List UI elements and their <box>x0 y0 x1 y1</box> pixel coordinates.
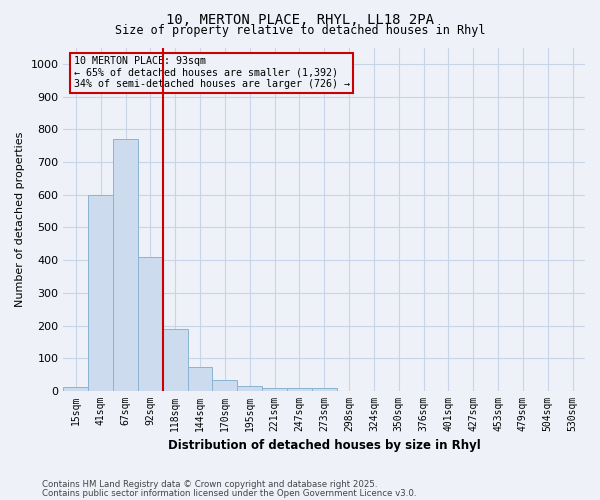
Bar <box>88 194 113 391</box>
X-axis label: Distribution of detached houses by size in Rhyl: Distribution of detached houses by size … <box>168 440 481 452</box>
Text: Contains HM Land Registry data © Crown copyright and database right 2025.: Contains HM Land Registry data © Crown c… <box>42 480 377 489</box>
Text: 10, MERTON PLACE, RHYL, LL18 2PA: 10, MERTON PLACE, RHYL, LL18 2PA <box>166 12 434 26</box>
Text: Contains public sector information licensed under the Open Government Licence v3: Contains public sector information licen… <box>42 489 416 498</box>
Y-axis label: Number of detached properties: Number of detached properties <box>15 132 25 307</box>
Bar <box>212 380 237 391</box>
Bar <box>237 386 262 391</box>
Bar <box>287 388 312 391</box>
Bar <box>262 388 287 391</box>
Text: 10 MERTON PLACE: 93sqm
← 65% of detached houses are smaller (1,392)
34% of semi-: 10 MERTON PLACE: 93sqm ← 65% of detached… <box>74 56 350 90</box>
Bar <box>113 139 138 391</box>
Bar <box>64 387 88 391</box>
Bar <box>163 329 188 391</box>
Bar <box>312 388 337 391</box>
Bar <box>188 366 212 391</box>
Bar <box>138 257 163 391</box>
Text: Size of property relative to detached houses in Rhyl: Size of property relative to detached ho… <box>115 24 485 37</box>
